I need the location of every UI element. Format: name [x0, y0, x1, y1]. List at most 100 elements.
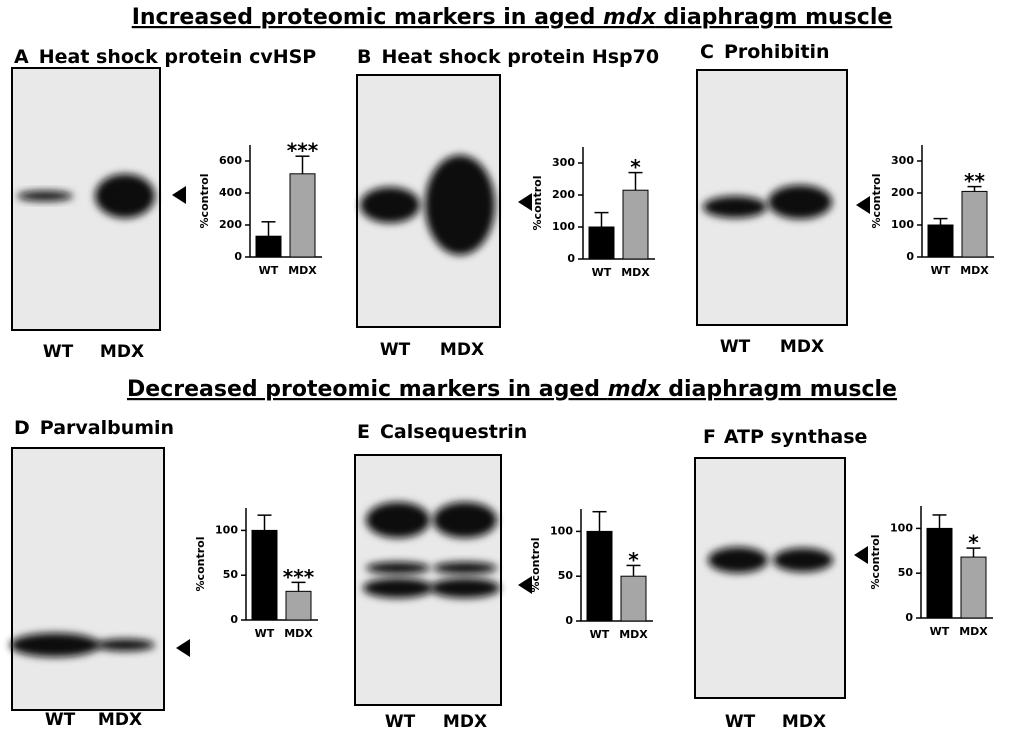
heading-italic: mdx [603, 5, 657, 30]
y-tick-label: 600 [219, 154, 242, 167]
heading-text: diaphragm muscle [656, 5, 892, 30]
y-axis-label: %control [870, 174, 883, 229]
panel-letter: D [14, 417, 30, 439]
bar [960, 556, 987, 619]
significance: * [968, 531, 979, 555]
bar [289, 173, 316, 258]
y-tick-label: 400 [219, 186, 242, 199]
lane-label: MDX [782, 712, 826, 732]
lane-label: MDX [780, 337, 824, 357]
bar [620, 575, 647, 622]
x-tick-label: MDX [621, 266, 650, 279]
x-tick-label: WT [259, 264, 279, 277]
y-axis-label: %control [194, 537, 207, 592]
bar [251, 529, 278, 621]
panel-title: B Heat shock protein Hsp70 [357, 46, 659, 68]
lane-label: WT [720, 337, 751, 357]
bar [586, 530, 613, 622]
y-tick-label: 100 [550, 524, 573, 537]
blot-band [363, 578, 433, 598]
panel-title: E Calsequestrin [357, 421, 527, 443]
y-tick-label: 0 [905, 611, 913, 624]
lane-label: MDX [98, 710, 142, 730]
lane-label: MDX [440, 340, 484, 360]
panel-name: Parvalbumin [40, 417, 174, 439]
panel-name: ATP synthase [724, 426, 868, 448]
bar [926, 527, 953, 619]
arrowhead [176, 639, 190, 657]
panel-letter: C [700, 41, 714, 63]
y-tick-label: 0 [565, 614, 573, 627]
y-tick-label: 0 [234, 250, 242, 263]
y-axis-label: %control [531, 176, 544, 231]
y-tick-label: 50 [898, 566, 914, 579]
significance: * [630, 155, 641, 179]
y-tick-label: 0 [567, 252, 575, 265]
panel-title: D Parvalbumin [14, 417, 174, 439]
panel-name: Heat shock protein cvHSP [39, 46, 317, 68]
blot-band [433, 502, 497, 538]
blot-band [10, 633, 100, 657]
panel-letter: E [357, 421, 370, 443]
lane-label: WT [43, 342, 74, 362]
blot-band [95, 174, 155, 218]
panel-title: A Heat shock protein cvHSP [14, 46, 316, 68]
x-tick-label: MDX [284, 627, 313, 640]
blot-band [360, 187, 420, 223]
panel-name: Heat shock protein Hsp70 [381, 46, 659, 68]
bar [927, 224, 954, 258]
y-tick-label: 100 [552, 220, 575, 233]
bar [588, 226, 615, 260]
panel-letter: A [14, 46, 29, 68]
panel-name: Calsequestrin [380, 421, 527, 443]
blot [694, 457, 846, 699]
y-tick-label: 50 [558, 569, 574, 582]
y-tick-label: 100 [891, 218, 914, 231]
heading-text: diaphragm muscle [661, 377, 897, 402]
blot-band [768, 185, 832, 219]
y-axis-label: %control [869, 535, 882, 590]
blot-band [708, 547, 768, 573]
x-tick-label: WT [255, 627, 275, 640]
blot-band [430, 578, 500, 598]
blot [11, 447, 165, 711]
heading-text: Increased proteomic markers in aged [132, 5, 603, 30]
arrowhead [854, 546, 868, 564]
significance: ** [964, 169, 985, 193]
lane-label: WT [385, 712, 416, 732]
y-tick-label: 300 [552, 156, 575, 169]
y-tick-label: 100 [215, 523, 238, 536]
panel-letter: F [703, 426, 715, 448]
blot-band [773, 548, 833, 572]
heading-italic: mdx [608, 377, 662, 402]
blot-band [95, 639, 155, 651]
panel-title: F ATP synthase [703, 426, 867, 448]
y-axis-label: %control [529, 538, 542, 593]
panel-title: C Prohibitin [700, 41, 830, 63]
bar [255, 235, 282, 258]
x-tick-label: MDX [960, 264, 989, 277]
x-tick-label: MDX [288, 264, 317, 277]
x-tick-label: WT [592, 266, 612, 279]
y-tick-label: 50 [223, 568, 239, 581]
y-tick-label: 0 [230, 613, 238, 626]
x-tick-label: WT [930, 625, 950, 638]
y-tick-label: 300 [891, 154, 914, 167]
significance: *** [287, 139, 319, 163]
arrowhead [172, 186, 186, 204]
significance: * [628, 548, 639, 572]
x-tick-label: WT [931, 264, 951, 277]
blot-band [425, 155, 495, 255]
y-axis-label: %control [198, 174, 211, 229]
lane-label: WT [380, 340, 411, 360]
lane-label: MDX [100, 342, 144, 362]
blot-band [366, 502, 430, 538]
blot-band [433, 562, 497, 574]
bar [285, 590, 312, 621]
arrowhead [518, 576, 532, 594]
y-tick-label: 0 [906, 250, 914, 263]
y-tick-label: 200 [552, 188, 575, 201]
heading-text: Decreased proteomic markers in aged [127, 377, 608, 402]
blot-band [703, 196, 767, 218]
